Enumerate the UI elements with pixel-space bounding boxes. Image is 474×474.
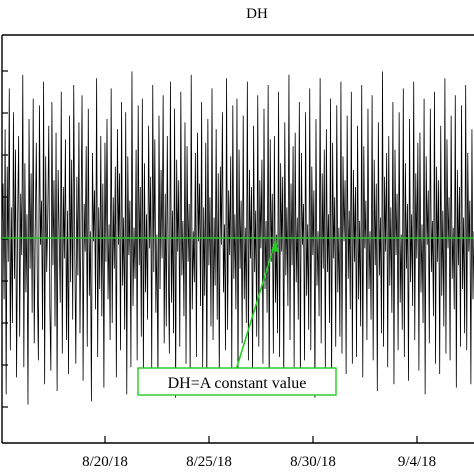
annotation-label: DH=A constant value [168,375,307,392]
x-tick-label: 9/4/18 [398,454,436,470]
x-tick-label: 8/30/18 [290,454,336,470]
annotation-box [137,367,337,396]
chart-title: DH [246,6,268,22]
x-tick-label: 8/25/18 [186,454,232,470]
annotation-arrow-head [271,240,279,252]
annotation: DH=A constant value [137,239,337,396]
x-tick-label: 8/20/18 [82,454,128,470]
annotation-arrow [235,239,277,371]
x-axis-ticks: 8/20/18 8/25/18 8/30/18 9/4/18 [82,436,436,470]
